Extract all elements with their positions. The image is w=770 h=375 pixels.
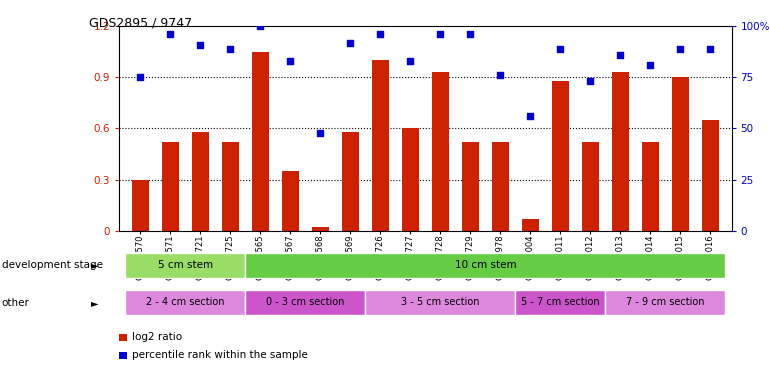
Text: other: other bbox=[2, 298, 29, 308]
Point bbox=[705, 46, 717, 52]
Text: 0 - 3 cm section: 0 - 3 cm section bbox=[266, 297, 345, 307]
Bar bbox=[605, 290, 725, 315]
Bar bbox=[119, 352, 127, 358]
Bar bbox=[642, 142, 658, 231]
Bar bbox=[246, 253, 725, 278]
Bar bbox=[672, 77, 688, 231]
Point bbox=[284, 58, 296, 64]
Point bbox=[374, 32, 387, 38]
Point bbox=[614, 52, 627, 58]
Bar bbox=[252, 52, 269, 231]
Text: 5 cm stem: 5 cm stem bbox=[158, 260, 213, 270]
Text: ►: ► bbox=[91, 298, 99, 308]
Point bbox=[524, 113, 537, 119]
Text: 5 - 7 cm section: 5 - 7 cm section bbox=[521, 297, 600, 307]
Text: log2 ratio: log2 ratio bbox=[132, 332, 182, 342]
Bar bbox=[515, 290, 605, 315]
Point bbox=[194, 42, 206, 48]
Bar bbox=[119, 334, 127, 340]
Bar bbox=[522, 219, 539, 231]
Bar bbox=[402, 128, 419, 231]
Bar bbox=[342, 132, 359, 231]
Point bbox=[494, 72, 507, 78]
Point bbox=[554, 46, 567, 52]
Bar bbox=[552, 81, 569, 231]
Point bbox=[464, 32, 477, 38]
Text: 2 - 4 cm section: 2 - 4 cm section bbox=[146, 297, 225, 307]
Point bbox=[134, 74, 146, 80]
Point bbox=[224, 46, 236, 52]
Text: ►: ► bbox=[91, 260, 99, 270]
Point bbox=[404, 58, 417, 64]
Point bbox=[344, 40, 357, 46]
Point bbox=[644, 62, 657, 68]
Bar bbox=[582, 142, 599, 231]
Bar bbox=[132, 180, 149, 231]
Bar bbox=[246, 290, 366, 315]
Text: GDS2895 / 9747: GDS2895 / 9747 bbox=[89, 16, 192, 29]
Bar bbox=[432, 72, 449, 231]
Bar bbox=[312, 227, 329, 231]
Bar bbox=[612, 72, 629, 231]
Bar bbox=[462, 142, 479, 231]
Point bbox=[584, 78, 597, 84]
Bar bbox=[492, 142, 509, 231]
Point bbox=[254, 23, 266, 29]
Bar bbox=[282, 171, 299, 231]
Text: 7 - 9 cm section: 7 - 9 cm section bbox=[626, 297, 705, 307]
Point bbox=[675, 46, 687, 52]
Bar bbox=[222, 142, 239, 231]
Point bbox=[314, 129, 326, 135]
Bar bbox=[372, 60, 389, 231]
Bar bbox=[126, 290, 246, 315]
Text: 3 - 5 cm section: 3 - 5 cm section bbox=[401, 297, 480, 307]
Bar bbox=[702, 120, 718, 231]
Text: 10 cm stem: 10 cm stem bbox=[454, 260, 516, 270]
Text: percentile rank within the sample: percentile rank within the sample bbox=[132, 350, 308, 360]
Bar bbox=[192, 132, 209, 231]
Point bbox=[164, 32, 176, 38]
Bar bbox=[366, 290, 515, 315]
Bar bbox=[126, 253, 246, 278]
Text: development stage: development stage bbox=[2, 260, 102, 270]
Point bbox=[434, 32, 447, 38]
Bar bbox=[162, 142, 179, 231]
